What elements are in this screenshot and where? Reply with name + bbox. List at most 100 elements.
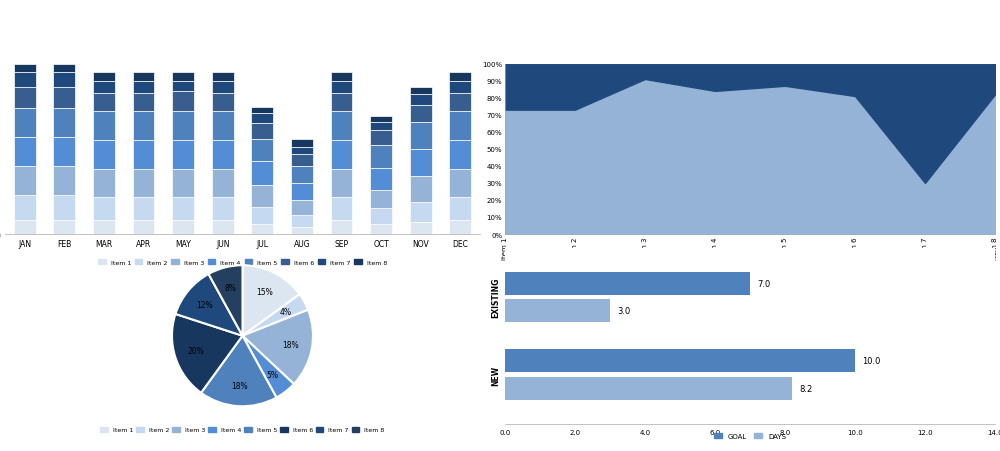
Wedge shape xyxy=(209,266,243,336)
Bar xyxy=(172,82,194,92)
Wedge shape xyxy=(242,310,313,384)
Text: 20%: 20% xyxy=(187,347,204,356)
Text: STOCK BREAKDOWN: STOCK BREAKDOWN xyxy=(187,229,298,239)
Bar xyxy=(53,166,75,195)
Bar xyxy=(93,112,115,141)
Legend: WIN, LOSS: WIN, LOSS xyxy=(714,253,786,265)
Bar xyxy=(331,82,352,93)
Bar xyxy=(331,197,352,221)
Bar xyxy=(93,221,115,235)
Text: 12%: 12% xyxy=(196,300,213,309)
Bar xyxy=(449,93,471,112)
Wedge shape xyxy=(201,336,276,406)
Bar xyxy=(331,141,352,170)
Bar xyxy=(370,224,392,235)
Bar xyxy=(172,221,194,235)
Text: 18%: 18% xyxy=(231,381,248,390)
Bar xyxy=(93,197,115,221)
Bar xyxy=(133,112,154,141)
Bar xyxy=(449,221,471,235)
Text: 18%: 18% xyxy=(283,341,299,350)
Bar xyxy=(133,141,154,170)
Bar xyxy=(410,122,432,150)
Bar xyxy=(133,73,154,82)
Bar xyxy=(410,150,432,177)
Bar xyxy=(14,221,36,235)
Bar xyxy=(505,272,750,295)
Bar xyxy=(212,197,234,221)
Wedge shape xyxy=(175,274,242,336)
Bar xyxy=(251,108,273,114)
Bar xyxy=(370,190,392,209)
Bar xyxy=(449,73,471,82)
Bar xyxy=(410,177,432,202)
Bar xyxy=(449,170,471,197)
Bar xyxy=(53,73,75,88)
Bar xyxy=(93,93,115,112)
Bar xyxy=(14,138,36,166)
Bar xyxy=(53,221,75,235)
Bar xyxy=(410,223,432,235)
Bar xyxy=(14,109,36,138)
Bar xyxy=(251,207,273,224)
Text: 4%: 4% xyxy=(280,308,292,317)
Text: 3.0: 3.0 xyxy=(617,307,630,316)
Bar xyxy=(53,109,75,138)
Bar xyxy=(410,105,432,122)
Bar xyxy=(93,73,115,82)
Bar xyxy=(251,124,273,139)
Wedge shape xyxy=(242,336,294,398)
Bar xyxy=(14,166,36,195)
Bar xyxy=(291,216,313,228)
Bar xyxy=(133,93,154,112)
Bar xyxy=(172,197,194,221)
Bar xyxy=(291,166,313,184)
Text: SUPPLY CHAIN DASHBOARD TEMPLATE: SUPPLY CHAIN DASHBOARD TEMPLATE xyxy=(335,9,665,24)
Bar xyxy=(291,228,313,235)
Bar xyxy=(449,112,471,141)
Wedge shape xyxy=(242,266,300,336)
Bar xyxy=(172,112,194,141)
Bar xyxy=(331,112,352,141)
Bar xyxy=(14,88,36,109)
Bar xyxy=(212,82,234,93)
Bar xyxy=(133,170,154,197)
Bar xyxy=(14,64,36,73)
Bar xyxy=(93,141,115,170)
Bar xyxy=(93,170,115,197)
Legend: Item 1, Item 2, Item 3, Item 4, Item 5, Item 6, Item 7, Item 8: Item 1, Item 2, Item 3, Item 4, Item 5, … xyxy=(98,260,387,265)
Bar xyxy=(172,73,194,82)
Text: WIN / LOSS: WIN / LOSS xyxy=(720,46,780,55)
Bar xyxy=(212,141,234,170)
Legend: Item 1, Item 2, Item 3, Item 4, Item 5, Item 6, Item 7, Item 8: Item 1, Item 2, Item 3, Item 4, Item 5, … xyxy=(98,424,387,435)
Bar xyxy=(410,95,432,105)
Text: 5%: 5% xyxy=(267,370,279,379)
Bar xyxy=(291,148,313,155)
Bar xyxy=(449,141,471,170)
Text: 15%: 15% xyxy=(257,288,273,297)
Bar xyxy=(291,184,313,201)
Bar xyxy=(291,201,313,216)
Text: 10.0: 10.0 xyxy=(862,356,880,365)
Bar xyxy=(172,170,194,197)
Bar xyxy=(251,185,273,207)
Bar xyxy=(449,197,471,221)
Bar xyxy=(251,114,273,124)
Bar xyxy=(212,93,234,112)
Bar xyxy=(370,122,392,131)
Bar xyxy=(14,73,36,88)
Bar xyxy=(291,139,313,148)
Bar xyxy=(370,146,392,168)
Bar xyxy=(505,350,855,373)
Bar xyxy=(331,93,352,112)
Bar xyxy=(133,197,154,221)
Text: STOCK PER MONTH: STOCK PER MONTH xyxy=(190,46,295,55)
Bar xyxy=(251,161,273,185)
Bar xyxy=(53,64,75,73)
Bar xyxy=(133,82,154,93)
Bar xyxy=(410,202,432,223)
Bar xyxy=(291,155,313,166)
Bar xyxy=(370,117,392,122)
Bar xyxy=(505,377,792,400)
Text: 8.2: 8.2 xyxy=(799,384,812,393)
